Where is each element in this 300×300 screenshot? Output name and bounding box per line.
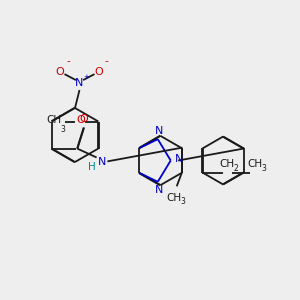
Text: O: O xyxy=(76,115,85,125)
Text: N: N xyxy=(175,154,183,164)
Text: CH: CH xyxy=(47,115,62,125)
Text: O: O xyxy=(56,67,64,77)
Text: 3: 3 xyxy=(181,197,185,206)
Text: CH: CH xyxy=(166,193,181,203)
Text: -: - xyxy=(66,56,70,66)
Text: -: - xyxy=(104,56,108,66)
Text: O: O xyxy=(94,67,103,77)
Text: O: O xyxy=(79,114,88,124)
Text: N: N xyxy=(155,185,164,195)
Text: CH: CH xyxy=(220,159,235,169)
Text: 3: 3 xyxy=(61,124,66,134)
Text: CH: CH xyxy=(247,159,262,169)
Text: 2: 2 xyxy=(234,164,239,173)
Text: 3: 3 xyxy=(262,164,266,173)
Text: H: H xyxy=(88,162,96,172)
Text: +: + xyxy=(83,74,89,80)
Text: N: N xyxy=(98,157,106,167)
Text: N: N xyxy=(155,126,164,136)
Text: N: N xyxy=(75,77,84,88)
